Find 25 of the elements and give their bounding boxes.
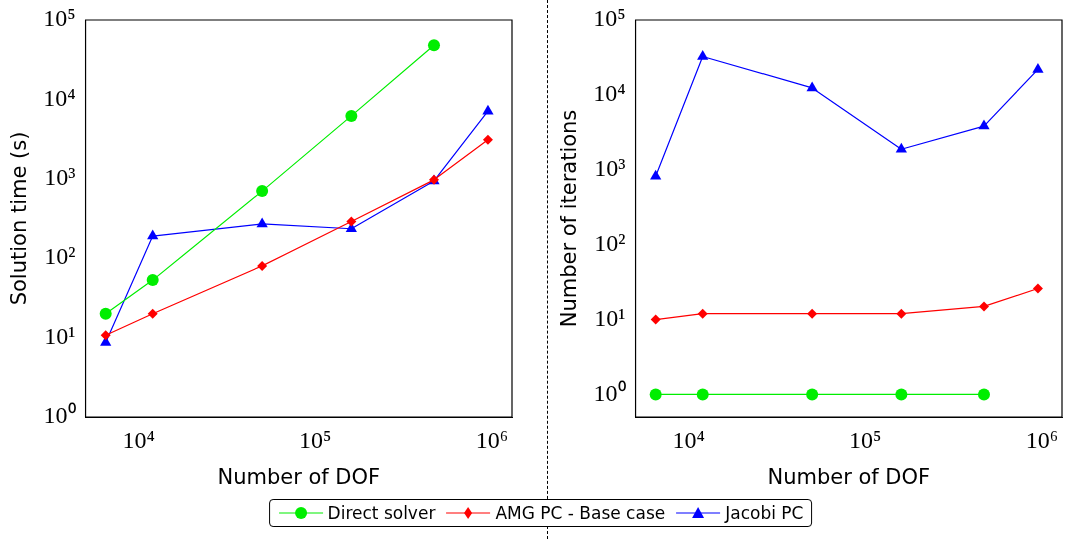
x-tick-label: 10⁶: [475, 426, 509, 453]
x-tick-label: 10⁴: [672, 426, 705, 453]
x-axis-title: Number of DOF: [217, 464, 381, 489]
y-tick-label: 10²: [594, 229, 626, 256]
legend-label: Jacobi PC: [725, 503, 804, 523]
legend-label: AMG PC - Base case: [495, 503, 666, 523]
y-axis-title: Solution time (s): [7, 131, 32, 306]
y-tick-label: 10⁴: [43, 84, 76, 111]
y-axis-title: Number of iterations: [557, 109, 582, 328]
y-tick-label: 10⁴: [593, 80, 626, 107]
y-tick-label: 10⁰: [43, 402, 76, 429]
y-tick-label: 10⁵: [593, 5, 626, 32]
x-tick-label: 10⁵: [849, 426, 882, 453]
x-tick-label: 10⁶: [1025, 426, 1059, 453]
y-tick-label: 10¹: [594, 304, 626, 331]
y-tick-label: 10³: [594, 155, 626, 182]
y-tick-label: 10²: [44, 243, 76, 270]
legend-label: Direct solver: [327, 503, 436, 523]
y-tick-label: 10⁰: [593, 379, 626, 406]
x-axis-title: Number of DOF: [767, 464, 931, 489]
x-tick-label: 10⁴: [122, 426, 155, 453]
y-tick-label: 10¹: [44, 322, 76, 349]
x-tick-label: 10⁵: [299, 426, 332, 453]
y-tick-label: 10³: [44, 164, 76, 191]
y-tick-label: 10⁵: [43, 5, 76, 32]
